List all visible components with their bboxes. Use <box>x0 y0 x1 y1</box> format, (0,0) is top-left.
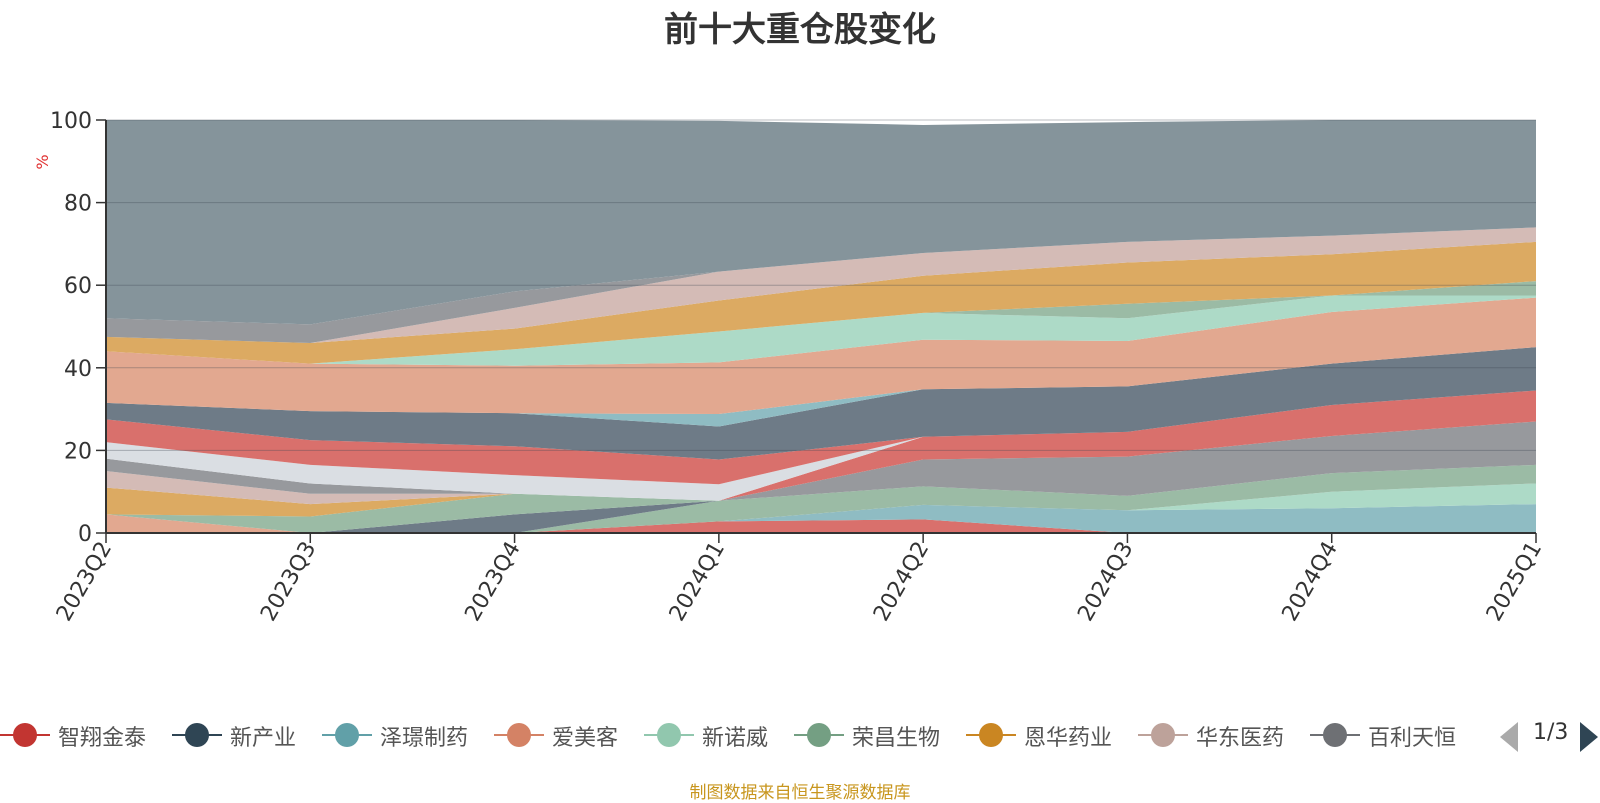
legend-dot-icon <box>185 723 209 747</box>
source-note: 制图数据来自恒生聚源数据库 <box>689 783 911 803</box>
x-tick-label: 2024Q1 <box>665 538 730 626</box>
legend-label: 爱美客 <box>552 726 619 751</box>
y-tick-label: 0 <box>78 522 92 547</box>
x-tick-label: 2023Q3 <box>256 538 321 626</box>
x-tick-label: 2024Q4 <box>1278 538 1343 626</box>
x-tick-label: 2023Q2 <box>52 538 117 626</box>
y-tick-label: 20 <box>64 439 92 464</box>
area-series-9 <box>106 390 1536 517</box>
legend: 智翔金泰 新产业 泽璟制药 爱美客 新诺威 荣昌生物 恩华药业 华东医药 百利天恒 <box>0 714 1478 754</box>
area-series-0 <box>106 519 1536 533</box>
area-series-3 <box>106 464 1536 533</box>
y-tick-label: 40 <box>64 357 92 382</box>
chart-title: 前十大重仓股变化 <box>664 10 936 50</box>
area-series-10 <box>106 390 1536 505</box>
area-series-16 <box>106 297 1536 415</box>
area-series-17 <box>106 295 1536 366</box>
area-series-19 <box>106 241 1536 364</box>
area-series-21 <box>106 227 1536 344</box>
area-series-5 <box>106 390 1536 533</box>
legend-label: 新产业 <box>230 726 297 751</box>
x-tick-label: 2023Q4 <box>460 538 525 626</box>
area-series-2 <box>106 483 1536 533</box>
prev-page-icon[interactable] <box>1500 722 1518 752</box>
legend-label: 恩华药业 <box>1024 726 1113 751</box>
chart-plot: 0 20 40 60 80 100% 2023Q2 2023Q3 2023Q4 2024Q1 202… <box>33 109 1547 626</box>
legend-label: 华东医药 <box>1196 726 1285 751</box>
area-series-20 <box>106 227 1536 344</box>
legend-label: 荣昌生物 <box>852 726 941 751</box>
legend-dot-icon <box>979 723 1003 747</box>
legend-dot-icon <box>335 723 359 747</box>
legend-dot-icon <box>1151 723 1175 747</box>
area-series-14 <box>106 347 1536 460</box>
page-indicator: 1/3 <box>1533 720 1569 745</box>
x-tick-label: 2024Q3 <box>1073 538 1138 626</box>
legend-dot-icon <box>13 723 37 747</box>
legend-dot-icon <box>657 723 681 747</box>
area-series-13 <box>106 390 1536 485</box>
y-tick-label: 100 <box>50 109 92 134</box>
area-series-8 <box>106 390 1536 533</box>
legend-label: 新诺威 <box>702 726 769 751</box>
next-page-icon[interactable] <box>1580 722 1598 752</box>
legend-label: 百利天恒 <box>1368 726 1457 751</box>
legend-dot-icon <box>1323 723 1347 747</box>
legend-label: 智翔金泰 <box>58 726 147 751</box>
y-tick-label: 60 <box>64 274 92 299</box>
y-axis-label: % <box>33 154 52 169</box>
y-tick-label: 80 <box>64 192 92 217</box>
area-series-1 <box>106 504 1536 533</box>
area-series-22 <box>106 120 1536 325</box>
x-tick-label: 2025Q1 <box>1482 538 1547 626</box>
area-series-12 <box>106 390 1536 501</box>
area-series-4 <box>106 421 1536 533</box>
x-tick-label: 2024Q2 <box>869 538 934 626</box>
legend-pager: 1/3 <box>1500 718 1600 752</box>
legend-dot-icon <box>507 723 531 747</box>
legend-dot-icon <box>807 723 831 747</box>
legend-label: 泽璟制药 <box>380 726 469 751</box>
